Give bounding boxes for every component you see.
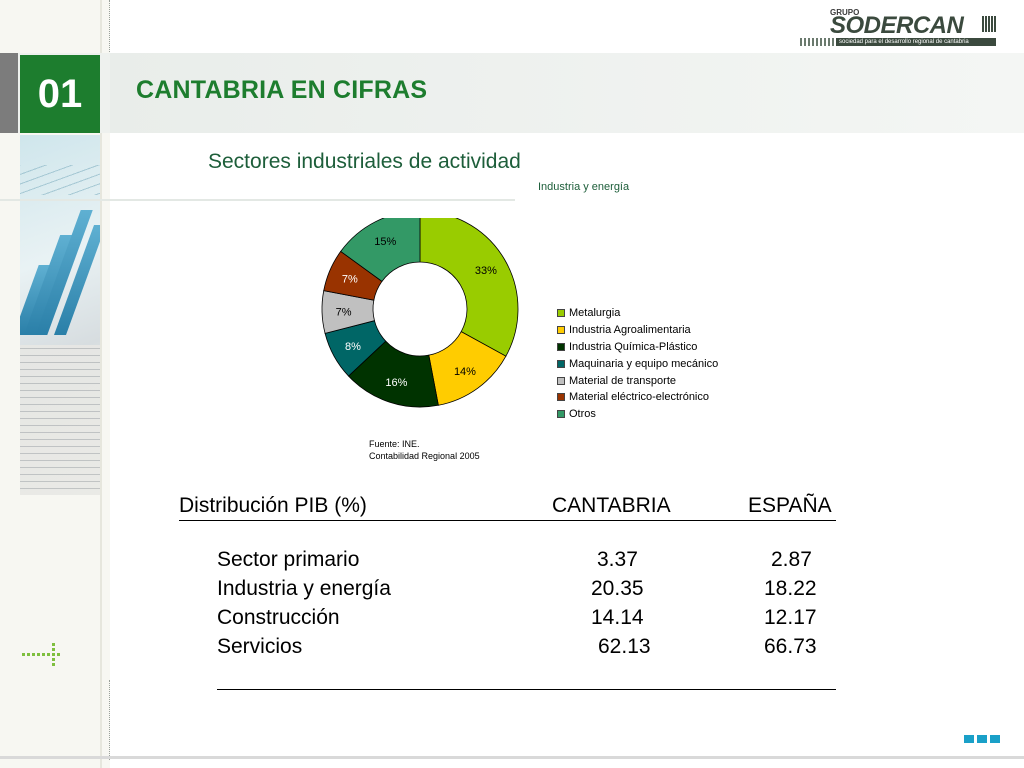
row-espana: 2.87 [771, 548, 812, 571]
table-bottom-rule [217, 689, 836, 690]
chart-legend: Metalurgia Industria Agroalimentaria Indus… [557, 305, 718, 423]
legend-item: Otros [557, 406, 718, 423]
legend-label: Material de transporte [569, 374, 676, 387]
row-espana: 12.17 [764, 606, 817, 629]
legend-swatch [557, 342, 565, 351]
legend-swatch [557, 359, 565, 368]
row-espana: 66.73 [764, 635, 817, 658]
legend-swatch [557, 326, 565, 335]
header-underline [179, 520, 836, 521]
dotted-divider [109, 0, 110, 52]
row-cantabria: 20.35 [591, 577, 644, 600]
dotted-divider [109, 680, 110, 760]
finance-photo [20, 135, 100, 495]
donut-slice [419, 218, 519, 357]
logo-dots-icon [800, 38, 834, 46]
nav-squares-icon [964, 735, 1000, 743]
legend-item: Material eléctrico-electrónico [557, 389, 718, 406]
divider-line [0, 199, 515, 201]
legend-label: Industria Agroalimentaria [569, 324, 691, 337]
legend-label: Maquinaria y equipo mecánico [569, 357, 719, 370]
legend-label: Otros [569, 408, 596, 421]
chart-title: Industria y energía [538, 181, 630, 193]
legend-label: Material eléctrico-electrónico [569, 391, 709, 404]
legend-swatch [557, 410, 565, 419]
legend-item: Metalurgia [557, 305, 718, 322]
legend-item: Material de transporte [557, 372, 718, 389]
arrow-icon [22, 643, 60, 666]
legend-swatch [557, 309, 565, 318]
logo-grupo-text: GRUPO [830, 8, 860, 17]
row-label: Construcción [217, 606, 340, 629]
legend-item: Industria Química-Plástico [557, 339, 718, 356]
source-line-1: Fuente: INE. [369, 439, 420, 449]
table-header-cantabria: CANTABRIA [552, 494, 671, 517]
donut-slice-label: 7% [342, 274, 358, 286]
legend-swatch [557, 393, 565, 402]
sodercan-logo: GRUPO SODERCAN sociedad para el desarrol… [800, 8, 1000, 48]
row-cantabria: 62.13 [598, 635, 651, 658]
page-title: CANTABRIA EN CIFRAS [136, 76, 428, 104]
donut-slice-label: 16% [385, 377, 407, 389]
legend-item: Maquinaria y equipo mecánico [557, 355, 718, 372]
row-label: Sector primario [217, 548, 360, 571]
table-header-espana: ESPAÑA [748, 494, 832, 517]
logo-grid-icon [982, 16, 996, 32]
donut-chart: 33% 14% 16% 8% 7% 7% 15% [321, 218, 519, 408]
section-number-side [0, 53, 18, 133]
legend-item: Industria Agroalimentaria [557, 322, 718, 339]
chart-source: Fuente: INE. Contabilidad Regional 2005 [369, 438, 480, 462]
legend-label: Metalurgia [569, 307, 621, 320]
table-header-label: Distribución PIB (%) [179, 494, 367, 517]
source-line-2: Contabilidad Regional 2005 [369, 451, 480, 461]
donut-slice-label: 8% [345, 341, 361, 353]
row-espana: 18.22 [764, 577, 817, 600]
legend-swatch [557, 376, 565, 385]
section-subtitle: Sectores industriales de actividad [208, 150, 521, 173]
donut-slice-label: 14% [454, 366, 476, 378]
donut-slice-label: 7% [336, 306, 352, 318]
section-number-badge: 01 [20, 55, 100, 133]
row-label: Servicios [217, 635, 303, 658]
legend-label: Industria Química-Plástico [569, 340, 698, 353]
donut-slice [340, 218, 421, 282]
row-cantabria: 14.14 [591, 606, 644, 629]
donut-slice-label: 33% [475, 265, 497, 277]
footer-line [0, 756, 1024, 759]
logo-tagline: sociedad para el desarrollo regional de … [836, 38, 996, 46]
logo-brand-text: SODERCAN [830, 12, 964, 39]
donut-slice-label: 15% [374, 236, 396, 248]
row-label: Industria y energía [217, 577, 391, 600]
row-cantabria: 3.37 [597, 548, 638, 571]
header-band [0, 53, 1024, 133]
